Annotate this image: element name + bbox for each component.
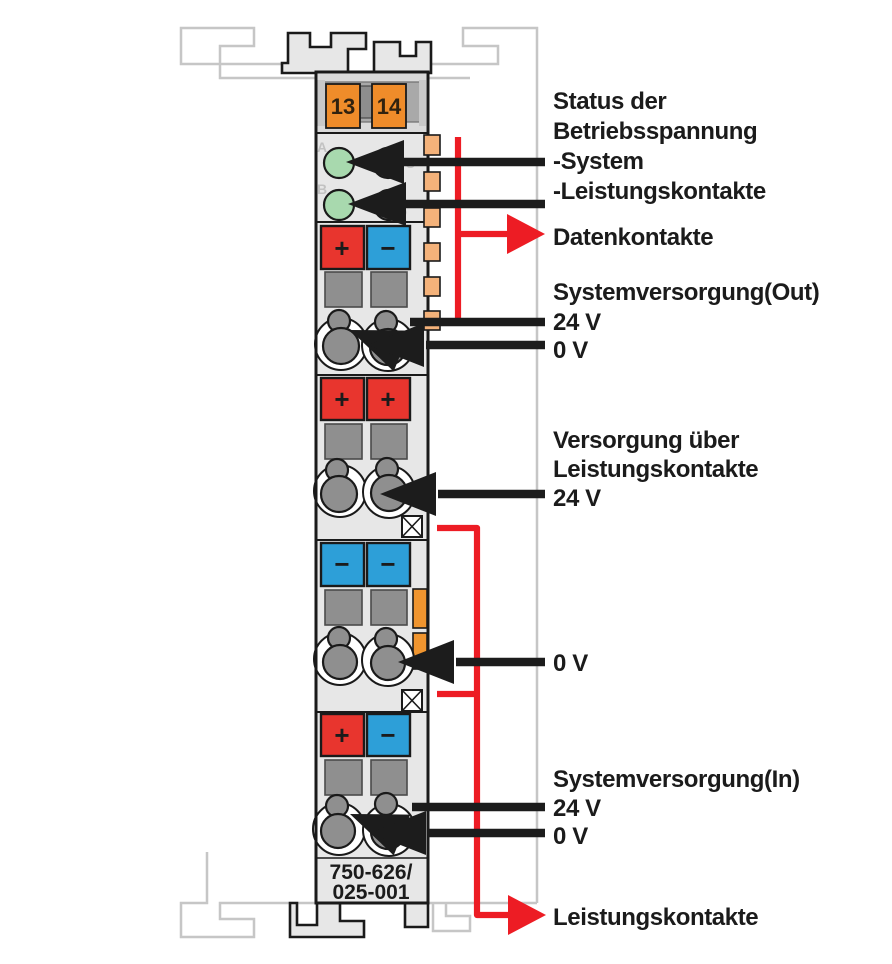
arrowhead-icon <box>346 140 404 184</box>
contact-square <box>370 589 408 626</box>
terminal-14-number: 14 <box>377 94 402 119</box>
bottom-mounting-foot-right <box>403 901 430 929</box>
contact-square <box>324 423 363 460</box>
minus-terminal-block <box>365 712 412 758</box>
minus-sign: − <box>380 233 395 263</box>
part-number-line1: 750-626/ <box>330 861 413 884</box>
label-status-line1: Status der <box>553 88 666 115</box>
plus-sign: + <box>334 720 349 750</box>
plus-terminal-block <box>319 224 366 271</box>
label-versorgung-24v: 24 V <box>553 485 601 512</box>
clamp-terminal <box>373 791 399 817</box>
bg-outline-bottom-right-foot <box>431 903 472 933</box>
minus-sign: − <box>380 720 395 750</box>
minus-sign: − <box>380 549 395 579</box>
data-contact-tab <box>423 242 441 262</box>
cage-clamp-terminal-14 <box>371 83 407 129</box>
plus-terminal-block <box>319 712 366 758</box>
clamp-terminal <box>319 474 359 514</box>
terminal-strip-right <box>419 80 426 126</box>
label-status-system: -System <box>553 148 644 175</box>
label-versorgung-line2: Leistungskontakte <box>553 456 758 483</box>
datenkontakte-arrowhead-icon <box>507 214 545 254</box>
red-annotation-lines <box>437 137 546 935</box>
label-status-line2: Betriebsspannung <box>553 118 757 145</box>
label-out-0v: 0 V <box>553 337 588 364</box>
data-contact-tab <box>423 171 441 192</box>
minus-terminal-block <box>319 541 366 588</box>
black-callout-arrows <box>346 140 545 856</box>
top-mounting-clip-right <box>372 40 433 75</box>
terminal-13-number: 13 <box>331 94 355 119</box>
data-contact-tab <box>423 134 441 156</box>
label-in-0v: 0 V <box>553 823 588 850</box>
bg-outline-top-left <box>179 26 316 80</box>
plus-sign: + <box>334 233 349 263</box>
power-jumper-bar <box>412 588 428 629</box>
minus-sign: − <box>334 549 349 579</box>
plus-sign: + <box>334 384 349 414</box>
data-contact-tab <box>423 276 441 297</box>
label-status-leistungskontakte: -Leistungskontakte <box>553 178 766 205</box>
minus-terminal-block <box>365 224 412 271</box>
label-mid-0v: 0 V <box>553 650 588 677</box>
power-jumper-x <box>401 515 423 538</box>
leistungskontakte-arrowhead-icon <box>508 895 546 935</box>
contact-square <box>324 271 363 308</box>
contact-square <box>324 589 363 626</box>
plus-sign: + <box>380 384 395 414</box>
label-versorgung-line1: Versorgung über <box>553 427 739 454</box>
contact-square <box>370 759 408 796</box>
bg-outline-bottom-left <box>179 852 316 939</box>
arrowhead-icon <box>348 182 406 226</box>
top-mounting-clip <box>280 31 368 75</box>
callout-labels: Status der Betriebsspannung -System -Lei… <box>553 88 820 931</box>
top-terminal-section: 13 14 <box>317 74 427 134</box>
terminal-strip-left <box>317 80 325 126</box>
arrowhead-icon <box>368 323 424 367</box>
label-datenkontakte: Datenkontakte <box>553 224 713 251</box>
contact-square <box>370 423 408 460</box>
led-b-leistungskontakte <box>322 188 356 222</box>
zero-volt-group: − − <box>313 541 428 713</box>
clamp-terminal <box>321 643 359 681</box>
led-b-letter: B <box>317 181 327 197</box>
bg-outline-top-right <box>428 26 539 66</box>
leistungskontakte-bracket-line <box>437 524 510 919</box>
plus-terminal-block <box>319 376 366 422</box>
label-leistungskontakte: Leistungskontakte <box>553 904 758 931</box>
contact-square <box>324 759 363 796</box>
clamp-terminal <box>369 644 407 682</box>
cage-clamp-terminal-13 <box>325 83 361 129</box>
label-in-24v: 24 V <box>553 795 601 822</box>
clamp-terminal <box>319 812 357 850</box>
arrowhead-icon <box>380 472 436 516</box>
arrowhead-icon <box>398 640 454 684</box>
label-systemversorgung-in: Systemversorgung(In) <box>553 766 800 793</box>
led-a-letter: A <box>317 139 327 155</box>
label-out-24v: 24 V <box>553 309 601 336</box>
power-jumper-x <box>401 689 423 712</box>
data-contact-tab <box>423 207 441 228</box>
contact-square <box>370 271 408 308</box>
bottom-mounting-foot-left <box>288 901 366 939</box>
minus-terminal-block <box>365 541 412 588</box>
label-systemversorgung-out: Systemversorgung(Out) <box>553 279 819 306</box>
arrowhead-icon <box>370 811 426 855</box>
clamp-terminal <box>321 326 361 366</box>
plus-terminal-block <box>365 376 412 422</box>
part-number-line2: 025-001 <box>332 881 409 904</box>
